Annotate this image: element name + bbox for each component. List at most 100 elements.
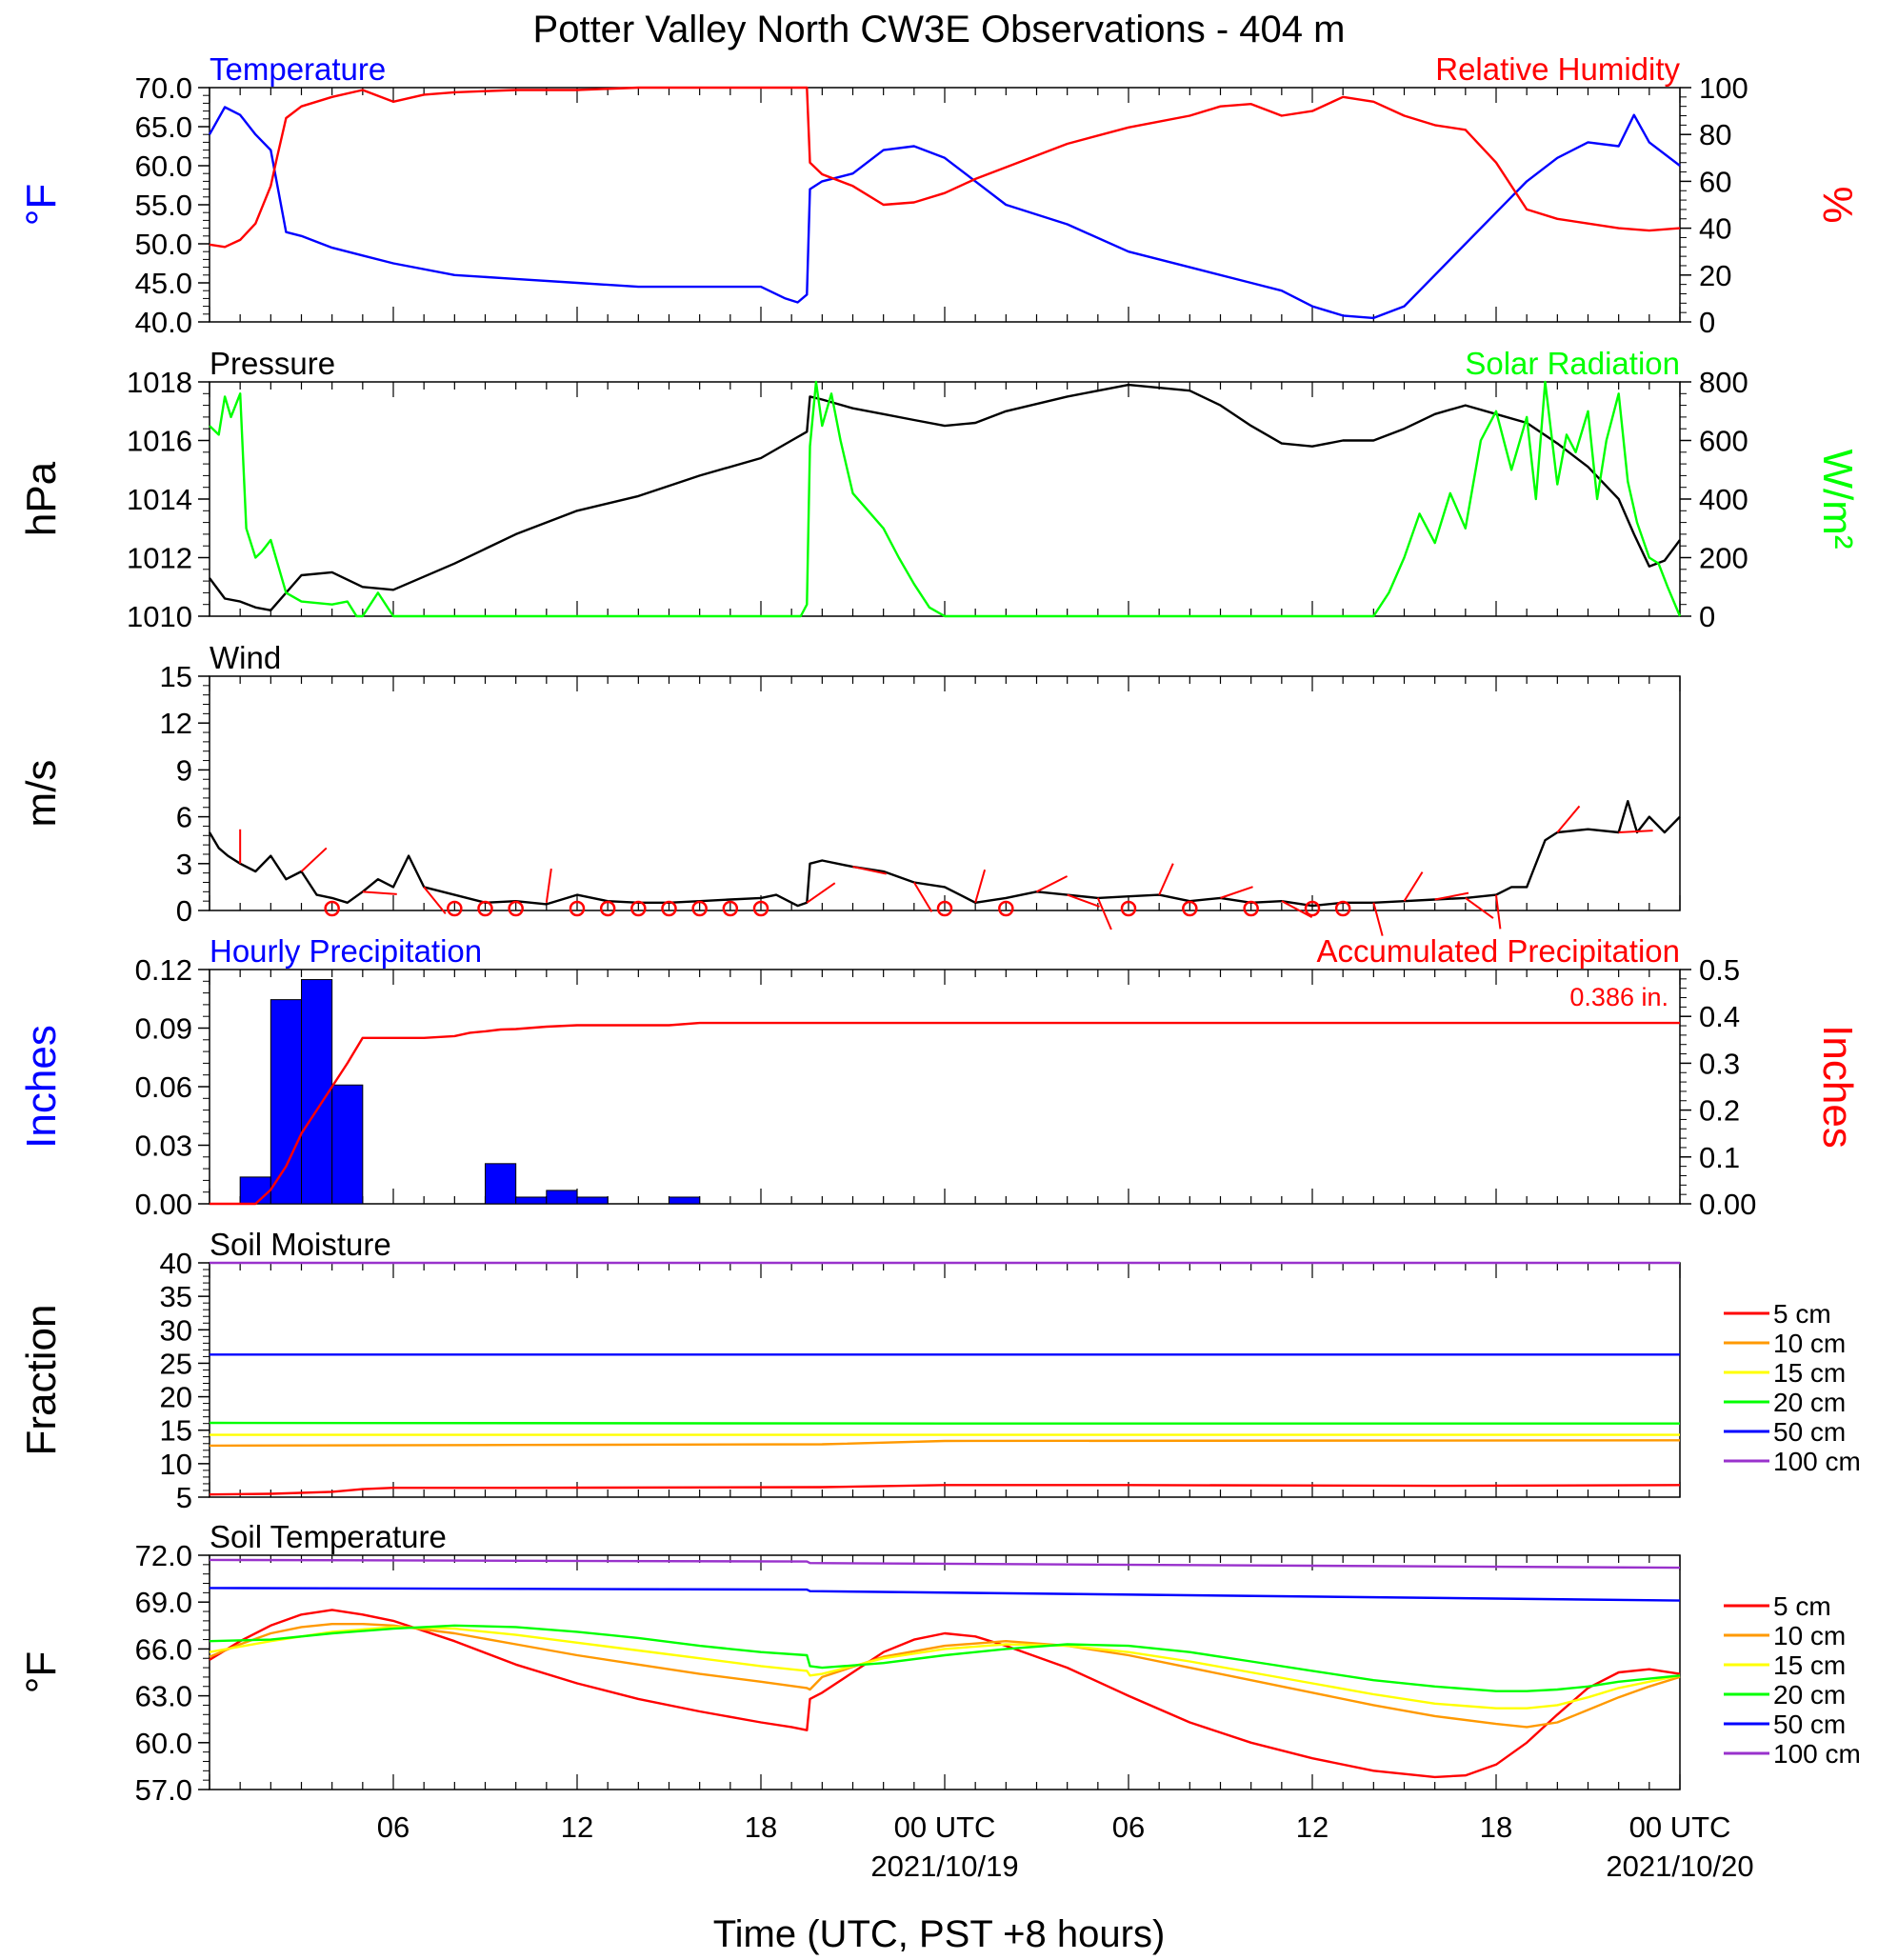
wind-barb <box>1220 886 1253 899</box>
y-right-tick-label: 60 <box>1699 165 1731 198</box>
calm-wind-marker <box>661 900 677 917</box>
y-tick-label: 0.00 <box>135 1188 192 1221</box>
y-tick-label: 3 <box>176 848 192 881</box>
panel-left-title: Soil Temperature <box>210 1519 447 1554</box>
series-line-0 <box>209 1484 1681 1496</box>
y-tick-label: 0 <box>176 894 192 928</box>
y-tick-label: 65.0 <box>135 110 192 144</box>
series-line-3 <box>209 1624 1681 1692</box>
wind-barb <box>1434 891 1469 901</box>
y-right-tick-label: 0 <box>1699 600 1715 633</box>
calm-wind-marker <box>936 900 953 917</box>
wind-barb <box>974 869 987 904</box>
plot-frame <box>209 1554 1681 1790</box>
x-tick-label: 06 <box>1112 1810 1145 1844</box>
y-tick-label: 40.0 <box>135 306 192 339</box>
y-tick-label: 20 <box>160 1381 192 1414</box>
y-tick-label: 30 <box>160 1313 192 1347</box>
y-tick-label: 70.0 <box>135 71 192 105</box>
y-axis-label: m/s <box>18 760 65 828</box>
y-tick-label: 35 <box>160 1280 192 1313</box>
plot-frame <box>209 381 1681 617</box>
plot-frame <box>209 675 1681 911</box>
x-date-label: 2021/10/19 <box>870 1850 1018 1883</box>
y-tick-label: 0.09 <box>135 1012 192 1046</box>
y-tick-label: 66.0 <box>135 1632 192 1666</box>
y-right-tick-label: 0 <box>1699 306 1715 339</box>
calm-wind-marker <box>599 900 616 917</box>
calm-wind-marker <box>722 900 739 917</box>
y-right-tick-label: 0.5 <box>1699 953 1740 987</box>
panel-left-title: Wind <box>210 640 281 675</box>
y-right-tick-label: 20 <box>1699 259 1731 292</box>
y-right-tick-label: 40 <box>1699 212 1731 246</box>
calm-wind-marker <box>1334 900 1351 917</box>
y-right-tick-label: 800 <box>1699 366 1748 399</box>
legend-label: 5 cm <box>1773 1591 1831 1621</box>
wind-barb <box>362 890 397 895</box>
y-tick-label: 1014 <box>127 483 192 516</box>
precip-bar <box>270 999 303 1205</box>
calm-wind-marker <box>630 900 647 917</box>
precip-bar <box>546 1190 578 1205</box>
series-line-0 <box>209 1609 1681 1779</box>
panel-right-title: Solar Radiation <box>1465 346 1680 381</box>
legend-label: 100 cm <box>1773 1739 1861 1769</box>
x-tick-label: 00 UTC <box>1629 1810 1731 1844</box>
plot-frame <box>209 1262 1681 1498</box>
series-line-0 <box>209 383 1681 611</box>
y-tick-label: 72.0 <box>135 1539 192 1572</box>
y-right-tick-label: 0.00 <box>1699 1188 1756 1221</box>
series-line-1 <box>209 86 1681 249</box>
legend-label: 15 cm <box>1773 1650 1846 1680</box>
y-tick-label: 0.03 <box>135 1130 192 1163</box>
wind-barb <box>1067 893 1100 908</box>
wind-barb <box>912 881 933 912</box>
y-tick-label: 40 <box>160 1247 192 1280</box>
y-right-axis-label: % <box>1814 186 1861 223</box>
precip-bar <box>515 1196 548 1205</box>
y-tick-label: 57.0 <box>135 1773 192 1807</box>
calm-wind-marker <box>1304 900 1321 917</box>
panel-0: 40.0 45.0 50.0 55.0 60.0 65.0 70.0 0 20 40 60 80 100… <box>18 51 1861 339</box>
x-tick-label: 12 <box>1296 1810 1329 1844</box>
wind-barb <box>1403 871 1424 902</box>
legend-label: 5 cm <box>1773 1299 1831 1329</box>
panel-5: 57.0 60.0 63.0 66.0 69.0 72.0 Soil Temperature… <box>18 1519 1861 1807</box>
y-right-tick-label: 0.3 <box>1699 1047 1740 1080</box>
series-line-2 <box>209 1626 1681 1710</box>
wind-barb <box>1465 897 1494 919</box>
calm-wind-marker <box>324 900 340 917</box>
y-right-tick-label: 0.2 <box>1699 1094 1740 1128</box>
wind-barb <box>806 882 836 904</box>
plot-frame <box>209 87 1681 323</box>
panel-left-title: Temperature <box>210 51 386 87</box>
legend-label: 20 cm <box>1773 1680 1846 1710</box>
accumulated-total-label: 0.386 in. <box>1569 983 1668 1011</box>
y-tick-label: 6 <box>176 801 192 834</box>
precip-bar <box>576 1196 609 1205</box>
panel-left-title: Hourly Precipitation <box>210 933 482 969</box>
y-tick-label: 69.0 <box>135 1586 192 1619</box>
y-axis-label: Inches <box>18 1025 65 1149</box>
y-right-tick-label: 80 <box>1699 118 1731 151</box>
calm-wind-marker <box>1182 900 1198 917</box>
series-line-5 <box>209 1558 1681 1570</box>
y-tick-label: 15 <box>160 660 192 693</box>
legend-label: 20 cm <box>1773 1388 1846 1417</box>
chart-title: Potter Valley North CW3E Observations - … <box>533 9 1346 50</box>
y-right-tick-label: 600 <box>1699 425 1748 458</box>
legend-label: 100 cm <box>1773 1447 1861 1476</box>
y-tick-label: 5 <box>176 1481 192 1514</box>
y-tick-label: 45.0 <box>135 267 192 300</box>
y-tick-label: 12 <box>160 707 192 740</box>
series-line-3 <box>209 1421 1680 1425</box>
wind-barb <box>300 847 328 872</box>
panel-right-title: Relative Humidity <box>1435 51 1680 87</box>
calm-wind-marker <box>1243 900 1259 917</box>
x-date-label: 2021/10/20 <box>1606 1850 1753 1883</box>
panel-2: 0 3 6 9 12 15 Wind m/s <box>18 640 1681 936</box>
calm-wind-marker <box>691 900 708 917</box>
y-tick-label: 63.0 <box>135 1680 192 1713</box>
